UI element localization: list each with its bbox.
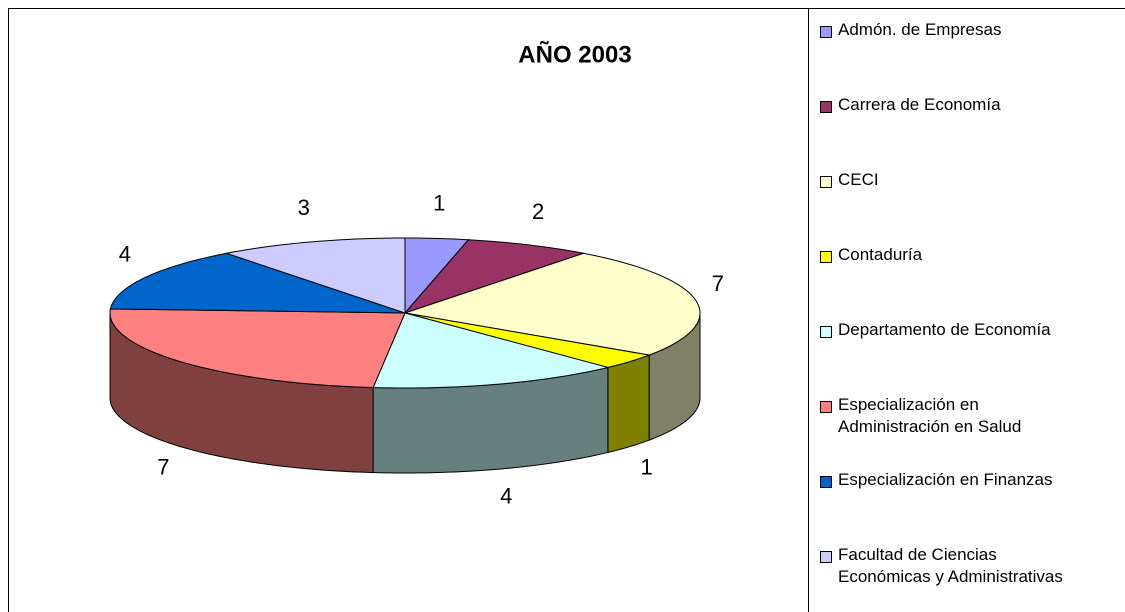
pie-slice bbox=[109, 308, 406, 389]
chart-frame bbox=[8, 8, 1125, 612]
legend-item: Especialización en Administración en Sal… bbox=[820, 395, 1022, 438]
legend-label: CECI bbox=[838, 170, 879, 189]
legend-label: Carrera de Economía bbox=[838, 95, 1001, 114]
data-label: 1 bbox=[433, 190, 445, 215]
pie-slice bbox=[404, 252, 701, 356]
pie-slice bbox=[372, 312, 608, 389]
legend-item: CECI bbox=[820, 170, 879, 191]
legend-swatch bbox=[820, 476, 832, 488]
legend-swatch bbox=[820, 26, 832, 38]
legend-label: Especialización en Administración en Sal… bbox=[838, 395, 1022, 436]
legend-label: Contaduría bbox=[838, 245, 923, 264]
data-label: 7 bbox=[157, 455, 169, 480]
legend-item: Facultad de Ciencias Económicas y Admini… bbox=[820, 545, 1063, 588]
legend-item: Admón. de Empresas bbox=[820, 20, 1002, 41]
chart-title: AÑO 2003 bbox=[518, 40, 631, 68]
data-label: 1 bbox=[640, 455, 652, 480]
legend-label: Facultad de Ciencias Económicas y Admini… bbox=[838, 545, 1063, 586]
pie-side bbox=[607, 354, 650, 454]
legend-item: Especialización en Finanzas bbox=[820, 470, 1053, 491]
legend-swatch bbox=[820, 101, 832, 113]
legend-swatch bbox=[820, 401, 832, 413]
legend-swatch bbox=[820, 551, 832, 563]
legend-swatch bbox=[820, 326, 832, 338]
data-label: 7 bbox=[712, 271, 724, 296]
legend-label: Departamento de Economía bbox=[838, 320, 1051, 339]
pie-slice bbox=[404, 312, 652, 368]
data-label: 4 bbox=[119, 241, 131, 266]
data-label: 4 bbox=[500, 484, 512, 509]
legend-item: Contaduría bbox=[820, 245, 923, 266]
pie-slice bbox=[109, 252, 406, 314]
legend-label: Admón. de Empresas bbox=[838, 20, 1002, 39]
pie-slice bbox=[224, 237, 406, 314]
data-label: 2 bbox=[532, 199, 544, 224]
legend-swatch bbox=[820, 176, 832, 188]
pie-slice bbox=[403, 239, 586, 315]
legend-swatch bbox=[820, 251, 832, 263]
legend-item: Departamento de Economía bbox=[820, 320, 1051, 341]
legend-label: Especialización en Finanzas bbox=[838, 470, 1053, 489]
legend-item: Carrera de Economía bbox=[820, 95, 1001, 116]
data-label: 3 bbox=[298, 195, 310, 220]
